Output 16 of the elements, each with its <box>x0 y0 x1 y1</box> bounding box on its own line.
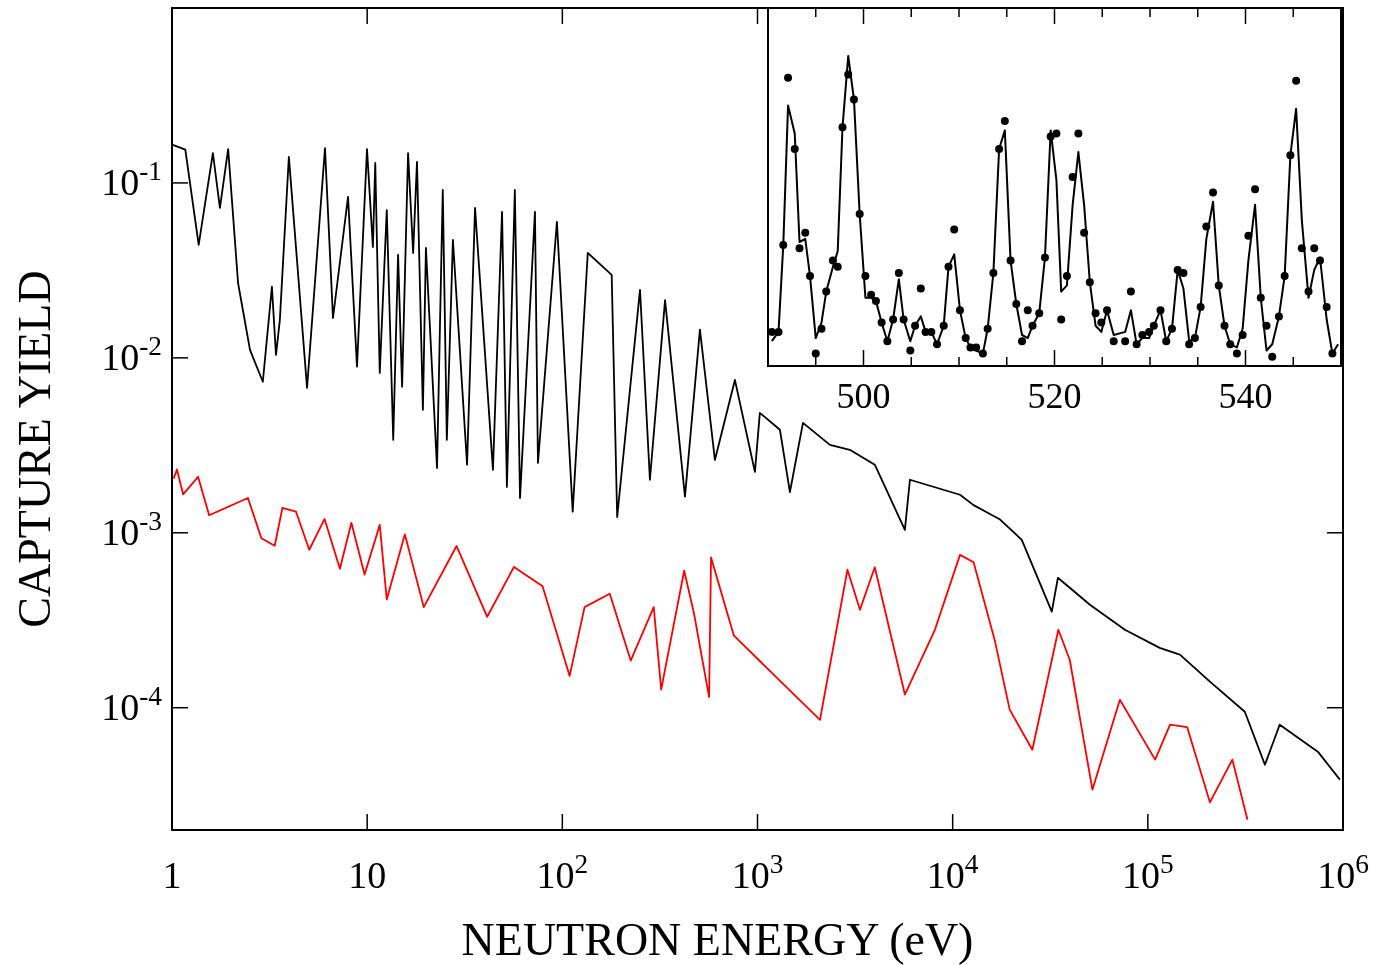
y-tick-label: 10$^{-1}$ <box>101 155 162 203</box>
x-axis-title: NEUTRON ENERGY (eV) <box>461 914 974 965</box>
x-tick-label: 10$^{4}$ <box>926 849 979 896</box>
x-tick-label: 10$^{3}$ <box>731 849 784 896</box>
x-tick-label: 500 <box>836 376 891 416</box>
y-tick-label: 10$^{-4}$ <box>101 680 163 728</box>
x-tick-label: 10$^{6}$ <box>1317 849 1369 896</box>
x-tick-label: 10 <box>348 854 387 896</box>
y-axis-title: CAPTURE YIELD <box>9 270 60 628</box>
x-tick-label: 520 <box>1027 376 1082 416</box>
x-tick-label: 540 <box>1218 376 1273 416</box>
x-tick-label: 10$^{5}$ <box>1121 849 1174 896</box>
x-tick-label: 10$^{2}$ <box>536 849 589 896</box>
y-tick-label: 10$^{-2}$ <box>101 330 162 378</box>
y-tick-label: 10$^{-3}$ <box>101 505 162 553</box>
x-tick-label: 1 <box>162 854 182 896</box>
